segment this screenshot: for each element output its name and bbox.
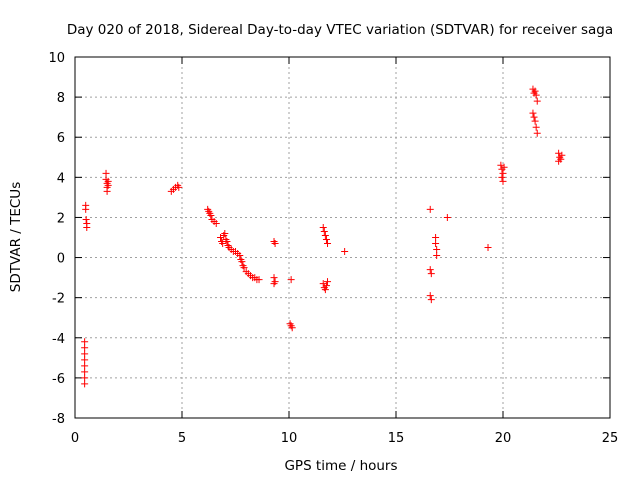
data-point	[532, 123, 540, 131]
data-point	[81, 350, 89, 358]
data-point	[532, 91, 540, 99]
data-point	[270, 274, 278, 282]
y-tick-label: 6	[57, 131, 65, 146]
data-point	[324, 278, 332, 286]
data-point	[533, 97, 541, 105]
y-tick-label: 4	[57, 171, 65, 186]
data-point	[498, 173, 506, 181]
data-point	[81, 356, 89, 364]
data-point	[499, 177, 507, 185]
y-tick-label: -2	[52, 292, 65, 307]
data-point	[555, 157, 563, 165]
data-point	[82, 205, 90, 213]
data-point	[500, 163, 508, 171]
data-point	[240, 264, 248, 272]
x-tick-label: 0	[71, 431, 79, 446]
chart-title: Day 020 of 2018, Sidereal Day-to-day VTE…	[67, 22, 613, 38]
data-point	[81, 344, 89, 352]
data-point	[221, 229, 229, 237]
data-point	[81, 368, 89, 376]
data-point	[499, 169, 507, 177]
data-point	[255, 276, 263, 284]
data-point	[321, 286, 329, 294]
data-point	[426, 292, 434, 300]
y-tick-label: 10	[48, 51, 65, 66]
data-point	[443, 213, 451, 221]
data-point	[287, 276, 295, 284]
data-point	[270, 280, 278, 288]
data-point	[238, 258, 246, 266]
data-point	[426, 266, 434, 274]
data-point	[432, 234, 440, 241]
data-point	[175, 183, 183, 191]
y-tick-label: -6	[52, 372, 65, 387]
data-point	[271, 240, 279, 248]
data-point	[236, 252, 244, 260]
data-point	[81, 374, 89, 382]
data-point	[530, 113, 538, 121]
data-point	[219, 240, 227, 248]
x-tick-label: 15	[388, 431, 405, 446]
data-point	[322, 236, 330, 244]
data-point	[433, 252, 441, 260]
data-point	[212, 219, 220, 227]
data-point	[83, 223, 91, 231]
data-points	[81, 85, 566, 388]
x-tick-label: 10	[281, 431, 298, 446]
grid	[75, 57, 610, 418]
data-point	[426, 205, 434, 213]
data-point	[104, 177, 112, 185]
data-point	[288, 324, 296, 332]
data-point	[427, 296, 435, 304]
data-point	[102, 169, 110, 177]
data-point	[321, 231, 329, 239]
data-point	[484, 244, 492, 252]
data-point	[81, 338, 89, 346]
y-tick-label: 2	[57, 211, 65, 226]
y-tick-label: 8	[57, 91, 65, 106]
data-point	[433, 246, 441, 254]
x-tick-label: 25	[602, 431, 619, 446]
data-point	[322, 282, 330, 290]
plot-frame	[74, 56, 611, 419]
y-tick-label: -4	[52, 332, 65, 347]
data-point	[533, 129, 541, 137]
data-point	[320, 227, 328, 235]
x-tick-label: 5	[178, 431, 186, 446]
y-tick-label: -8	[52, 412, 65, 427]
data-point	[427, 270, 435, 278]
data-point	[432, 240, 440, 248]
data-point	[82, 215, 90, 223]
x-tick-label: 20	[495, 431, 512, 446]
data-point	[531, 87, 539, 95]
data-point	[319, 223, 327, 231]
data-point	[103, 187, 111, 195]
data-point	[81, 362, 89, 370]
data-point	[223, 238, 231, 246]
data-point	[531, 117, 539, 125]
data-point	[529, 109, 537, 117]
data-point	[341, 248, 349, 256]
x-axis-label: GPS time / hours	[284, 458, 397, 474]
y-tick-label: 0	[57, 252, 65, 267]
data-point	[207, 211, 215, 219]
data-point	[81, 380, 89, 388]
data-point	[324, 240, 332, 248]
y-axis-label: SDTVAR / TECUs	[8, 182, 24, 292]
data-point	[558, 151, 566, 159]
